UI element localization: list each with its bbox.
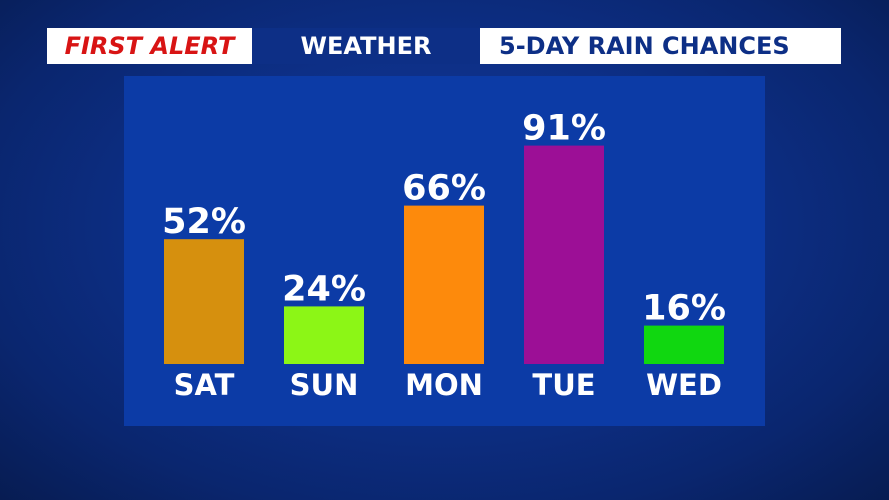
chart-panel: 52% SAT 24% SUN 66% MON 91% TUE 16% WED — [124, 76, 765, 426]
bar-mon — [404, 205, 484, 364]
bar-wed — [644, 325, 724, 364]
value-label-wed: 16% — [642, 289, 726, 329]
bar-sun — [284, 306, 364, 364]
day-label-mon: MON — [405, 368, 483, 402]
day-label-sat: SAT — [174, 368, 235, 402]
section-label: WEATHER — [252, 28, 480, 64]
brand-label: FIRST ALERT — [64, 32, 235, 60]
value-label-sat: 52% — [162, 202, 246, 242]
value-label-sun: 24% — [282, 269, 366, 309]
value-label-tue: 91% — [522, 109, 606, 149]
bar-sat — [164, 239, 244, 364]
day-label-sun: SUN — [290, 368, 359, 402]
title-banner: FIRST ALERT WEATHER 5-DAY RAIN CHANCES — [47, 28, 841, 64]
day-label-tue: TUE — [532, 368, 595, 402]
day-label-wed: WED — [646, 368, 722, 402]
value-label-mon: 66% — [402, 169, 486, 209]
chart-title: 5-DAY RAIN CHANCES — [499, 32, 790, 60]
bar-tue — [524, 145, 604, 364]
rain-chance-chart: 52% SAT 24% SUN 66% MON 91% TUE 16% WED — [162, 109, 726, 402]
